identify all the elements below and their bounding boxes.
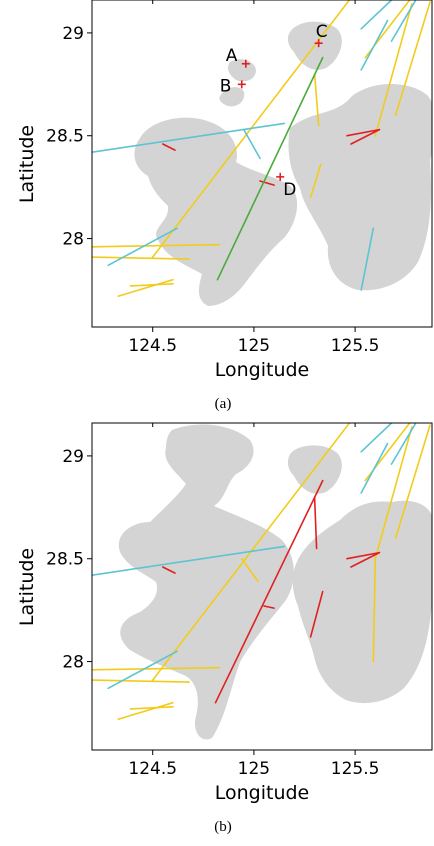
segment-yellow-6	[313, 73, 320, 127]
segment-yellow-3	[117, 278, 174, 298]
station-label-d: D	[283, 180, 296, 200]
segment-cyan-10	[107, 650, 178, 690]
segment-cyan-14	[390, 423, 417, 465]
segment-red-19	[346, 128, 381, 137]
segment-red-17	[346, 551, 381, 560]
x-tick-label: 125	[238, 759, 270, 779]
y-ticks-a: 28 28.5 29	[46, 24, 92, 250]
y-tick-label: 29	[62, 447, 84, 467]
panel-caption-b: (b)	[214, 819, 232, 835]
segment-cyan-10	[107, 227, 178, 267]
x-tick-label: 125	[238, 336, 270, 356]
y-axis-label-b: Latitude	[16, 548, 38, 626]
segment-red-20	[313, 496, 318, 550]
station-marker-c: C	[314, 22, 328, 48]
segment-red-18	[350, 128, 381, 145]
segment-yellow-4	[129, 282, 174, 287]
x-tick-label: 125.5	[331, 759, 380, 779]
segment-cyan-14	[360, 0, 393, 30]
y-tick-label: 28.5	[46, 550, 84, 570]
station-marker-d: D	[276, 172, 296, 200]
segment-yellow-1	[92, 243, 221, 248]
segment-red-15	[162, 566, 176, 574]
segment-cyan-12	[360, 423, 393, 453]
segment-red-21	[309, 590, 324, 638]
segment-yellow-5	[309, 163, 322, 199]
y-axis-label-a: Latitude	[16, 125, 38, 203]
segment-red-19	[263, 605, 275, 609]
segment-yellow-7	[374, 3, 413, 137]
map-land-a	[134, 21, 432, 306]
segment-yellow-4	[129, 705, 174, 710]
station-label-b: B	[220, 76, 232, 96]
station-marker-a: A	[226, 46, 250, 68]
points-a: AB C D	[220, 22, 328, 200]
segment-yellow-6	[374, 426, 413, 560]
plot-frame-b	[91, 422, 433, 751]
map-land-b	[118, 424, 432, 740]
segment-red-16	[350, 551, 381, 568]
segment-yellow-3	[117, 701, 174, 721]
panel-caption-a: (a)	[215, 396, 232, 412]
segment-yellow-8	[394, 1, 431, 116]
segment-cyan-12	[243, 128, 261, 160]
segment-yellow-1	[92, 666, 221, 671]
segment-cyan-11	[92, 545, 286, 577]
x-tick-label: 125.5	[331, 336, 380, 356]
y-tick-label: 28	[62, 230, 84, 250]
y-tick-label: 29	[62, 24, 84, 44]
x-ticks-a: 124.5 125 125.5	[128, 0, 379, 356]
y-tick-label: 28	[62, 653, 84, 673]
x-ticks-b: 124.5 125 125.5	[128, 423, 379, 779]
segment-red-18	[214, 479, 324, 704]
x-tick-label: 124.5	[128, 336, 177, 356]
x-axis-label-b: Longitude	[215, 782, 310, 804]
segment-cyan-13	[360, 442, 389, 494]
station-marker-b: B	[220, 76, 246, 96]
segment-yellow-2	[92, 256, 190, 260]
segment-cyan-11	[92, 122, 286, 153]
station-label-a: A	[226, 46, 238, 66]
panel-b: 124.5 125 125.5 28 28.5 29 Longitude Latitud…	[16, 422, 433, 835]
segment-green-21	[216, 56, 324, 281]
segment-red-17	[162, 143, 176, 151]
y-ticks-b: 28 28.5 29	[46, 447, 92, 673]
segment-yellow-5	[241, 557, 259, 583]
segment-cyan-16	[390, 0, 417, 42]
plot-frame-a	[91, 0, 433, 328]
segment-yellow-7	[394, 424, 431, 540]
segments-a	[92, 0, 431, 298]
x-tick-label: 124.5	[128, 759, 177, 779]
x-axis-label-a: Longitude	[215, 359, 310, 381]
segment-cyan-13	[360, 227, 375, 291]
y-tick-label: 28.5	[46, 127, 84, 147]
segment-yellow-2	[92, 679, 190, 683]
segment-yellow-9	[372, 557, 377, 663]
panel-a: AB C D 124.5 125 125.5 28 28.5 29 Longitude La…	[16, 0, 433, 412]
segments-b	[92, 423, 431, 721]
segment-cyan-15	[360, 19, 389, 71]
segment-red-20	[259, 180, 275, 186]
station-label-c: C	[316, 22, 328, 42]
